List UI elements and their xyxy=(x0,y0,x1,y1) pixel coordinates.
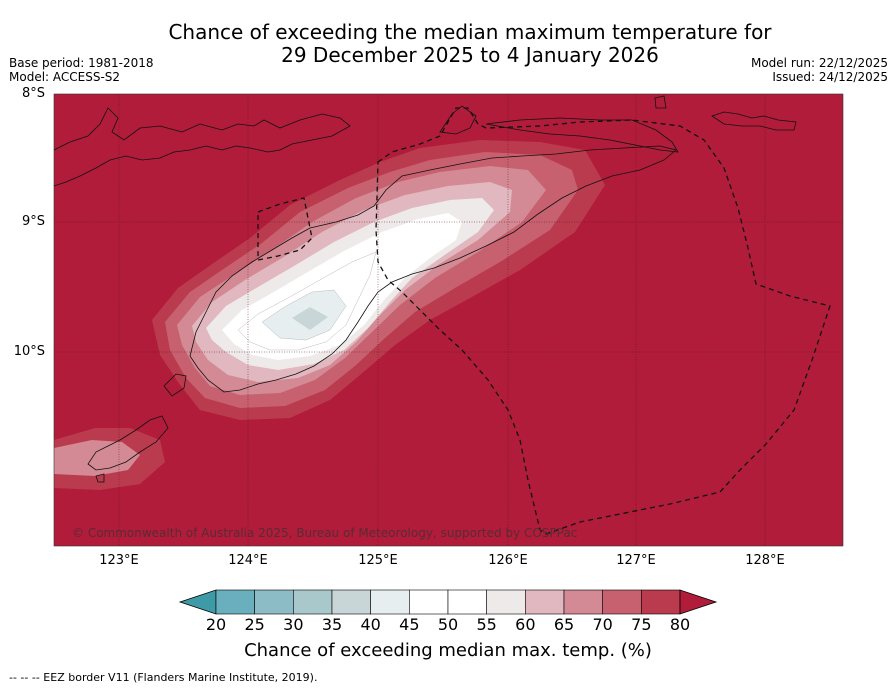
colorbar-segment xyxy=(370,589,410,615)
map-area xyxy=(54,94,843,546)
colorbar-tick-label: 75 xyxy=(631,615,652,634)
colorbar-tick-label: 65 xyxy=(553,615,575,634)
colorbar-tick-label: 30 xyxy=(283,615,304,634)
colorbar-segment xyxy=(486,589,526,615)
copyright-notice: © Commonwealth of Australia 2025, Bureau… xyxy=(72,526,578,540)
colorbar-segment xyxy=(525,589,565,615)
colorbar-tick-label: 70 xyxy=(592,615,613,634)
coast-barat-daya xyxy=(711,111,797,131)
lat-label-9s: 9°S xyxy=(21,214,45,229)
colorbar-segment xyxy=(641,589,681,615)
coast-flores-line xyxy=(54,107,351,187)
coast-rote-island xyxy=(87,415,169,471)
colorbar-segment xyxy=(331,589,371,615)
colorbar-extend-low xyxy=(178,589,217,615)
lat-label-10s: 10°S xyxy=(13,344,45,359)
lon-label-127e: 127°E xyxy=(616,553,656,568)
colorbar-segment xyxy=(447,589,487,615)
colorbar-tick-label: 80 xyxy=(669,615,691,634)
colorbar-segment xyxy=(254,589,294,615)
colorbar-segment xyxy=(563,589,603,615)
lat-label-8s: 8°S xyxy=(21,86,45,101)
lon-label-124e: 124°E xyxy=(228,553,268,568)
colorbar-segment xyxy=(215,589,255,615)
coastlines xyxy=(54,95,797,483)
coast-small-island-1 xyxy=(654,95,667,109)
colorbar-segment xyxy=(293,589,333,615)
colorbar-tick-label: 25 xyxy=(244,615,265,634)
map-frame xyxy=(53,93,844,547)
base-period: Base period: 1981-2018 xyxy=(9,56,154,70)
coast-semau-island xyxy=(163,373,187,397)
meta-right: Model run: 22/12/2025 Issued: 24/12/2025 xyxy=(751,56,888,84)
lon-label-128e: 128°E xyxy=(745,553,785,568)
model-run: Model run: 22/12/2025 xyxy=(750,56,888,70)
colorbar-tick-label: 50 xyxy=(437,615,459,634)
colorbar-segment xyxy=(409,589,449,615)
lon-label-126e: 126°E xyxy=(488,553,528,568)
coast-ndao-island xyxy=(95,473,105,483)
model-name: Model: ACCESS-S2 xyxy=(9,70,121,84)
coast-timor-island xyxy=(189,145,677,393)
colorbar-tick-label: 55 xyxy=(476,615,497,634)
lon-label-125e: 125°E xyxy=(358,553,398,568)
eez-timor-leste xyxy=(375,107,831,535)
colorbar-tick-label: 35 xyxy=(321,615,343,634)
colorbar-tick-label: 20 xyxy=(205,615,227,634)
issued-date: Issued: 24/12/2025 xyxy=(772,70,888,84)
colorbar xyxy=(178,589,718,615)
lon-label-123e: 123°E xyxy=(99,553,139,568)
colorbar-segment xyxy=(602,589,642,615)
colorbar-tick-label: 40 xyxy=(360,615,381,634)
colorbar-tick-label: 60 xyxy=(515,615,536,634)
meta-left: Base period: 1981-2018 Model: ACCESS-S2 xyxy=(9,56,154,84)
map-title-line2: 29 December 2025 to 4 January 2026 xyxy=(281,43,659,67)
eez-oecusse xyxy=(257,197,313,261)
colorbar-extend-high xyxy=(679,589,718,615)
colorbar-tick-label: 45 xyxy=(399,615,420,634)
eez-border xyxy=(257,107,831,535)
coast-wetar-island xyxy=(485,117,679,153)
probability-65-band-west xyxy=(54,440,140,476)
eez-footnote: -- -- -- EEZ border V11 (Flanders Marine… xyxy=(9,671,318,684)
colorbar-label: Chance of exceeding median max. temp. (%… xyxy=(244,640,652,661)
probability-35-band xyxy=(292,307,328,330)
map-title-line1: Chance of exceeding the median maximum t… xyxy=(168,20,772,44)
